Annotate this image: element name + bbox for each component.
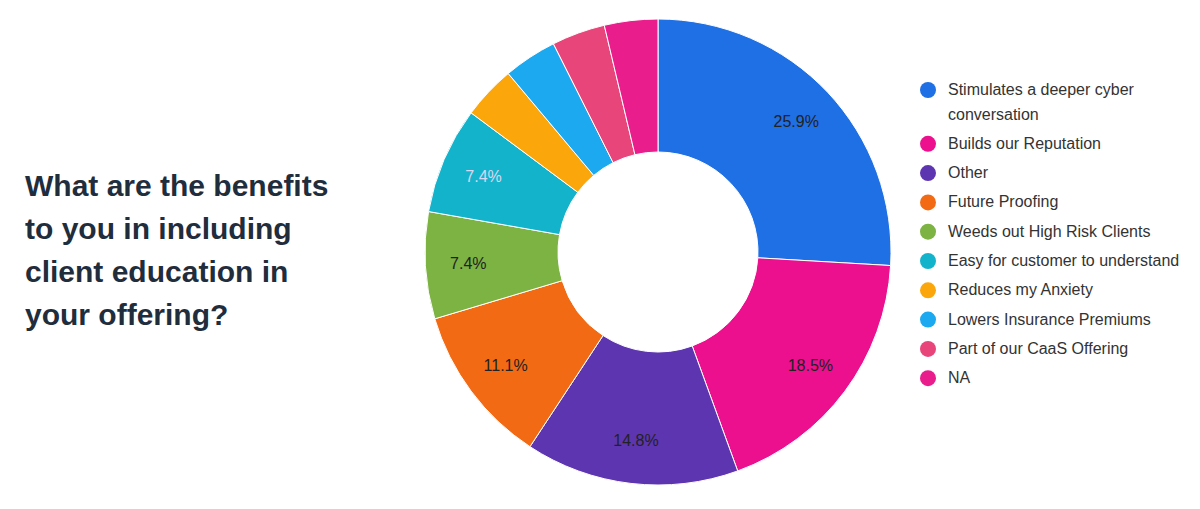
legend: Stimulates a deeper cyber conversation Bui… xyxy=(920,81,1179,386)
text-line: conversation xyxy=(948,106,1039,123)
text-line: to you in including xyxy=(25,212,292,245)
donut xyxy=(425,19,891,485)
text-line: Reduces my Anxiety xyxy=(948,281,1093,298)
legend-label: NA xyxy=(948,369,971,386)
text-line: Other xyxy=(948,164,989,181)
legend-swatch xyxy=(920,224,936,240)
text-line: NA xyxy=(948,369,971,386)
legend-swatch xyxy=(920,253,936,269)
data-label: 14.8% xyxy=(613,432,658,449)
legend-label: Part of our CaaS Offering xyxy=(948,340,1128,357)
legend-label: Other xyxy=(948,164,989,181)
legend-item: Reduces my Anxiety xyxy=(920,281,1093,298)
text-line: Part of our CaaS Offering xyxy=(948,340,1128,357)
legend-label: Easy for customer to understand xyxy=(948,252,1179,269)
slice xyxy=(658,19,891,266)
text-line: Stimulates a deeper cyber xyxy=(948,81,1135,98)
legend-label: Lowers Insurance Premiums xyxy=(948,311,1151,328)
legend-label: Stimulates a deeper cyber conversation xyxy=(948,81,1135,123)
legend-item: Weeds out High Risk Clients xyxy=(920,223,1150,240)
legend-item: NA xyxy=(920,369,971,386)
legend-swatch xyxy=(920,341,936,357)
text-line: Easy for customer to understand xyxy=(948,252,1179,269)
legend-item: Builds our Reputation xyxy=(920,135,1101,152)
data-label: 7.4% xyxy=(465,168,501,185)
text-line: client education in xyxy=(25,255,288,288)
legend-item: Other xyxy=(920,164,989,181)
legend-item: Easy for customer to understand xyxy=(920,252,1179,269)
legend-label: Future Proofing xyxy=(948,193,1058,210)
legend-item: Future Proofing xyxy=(920,193,1058,210)
legend-item: Stimulates a deeper cyber conversation xyxy=(920,81,1135,123)
legend-swatch xyxy=(920,165,936,181)
text-line: Builds our Reputation xyxy=(948,135,1101,152)
legend-swatch xyxy=(920,370,936,386)
legend-label: Weeds out High Risk Clients xyxy=(948,223,1150,240)
text-line: Weeds out High Risk Clients xyxy=(948,223,1150,240)
legend-label: Builds our Reputation xyxy=(948,135,1101,152)
legend-swatch xyxy=(920,282,936,298)
legend-swatch xyxy=(920,136,936,152)
legend-item: Part of our CaaS Offering xyxy=(920,340,1128,357)
data-labels: 25.9% 18.5% 14.8% 11.1% 7.4% 7.4% xyxy=(450,113,833,449)
text-line: Future Proofing xyxy=(948,193,1058,210)
data-label: 11.1% xyxy=(484,357,528,374)
text-line: Lowers Insurance Premiums xyxy=(948,311,1151,328)
legend-swatch xyxy=(920,194,936,210)
chart-title: What are the benefits to you in including… xyxy=(25,169,328,331)
data-label: 25.9% xyxy=(774,113,819,130)
text-line: your offering? xyxy=(25,298,228,331)
legend-item: Lowers Insurance Premiums xyxy=(920,311,1151,328)
data-label: 7.4% xyxy=(450,255,486,272)
legend-swatch xyxy=(920,312,936,328)
text-line: What are the benefits xyxy=(25,169,328,202)
legend-label: Reduces my Anxiety xyxy=(948,281,1093,298)
legend-swatch xyxy=(920,82,936,98)
slice xyxy=(604,19,658,155)
data-label: 18.5% xyxy=(788,357,833,374)
